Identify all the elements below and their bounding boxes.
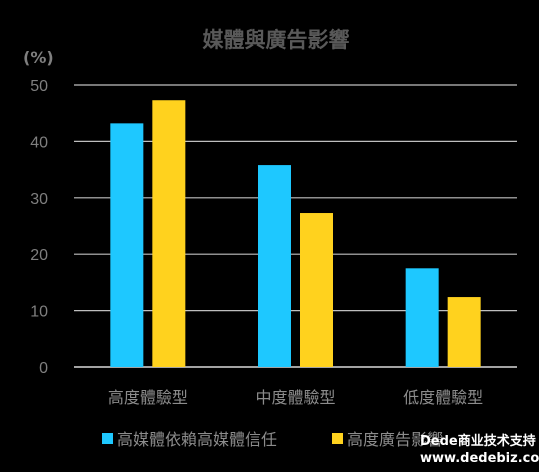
x-category-label: 高度體驗型 xyxy=(108,388,188,407)
bar-series1-0 xyxy=(110,123,144,368)
y-tick-label: 30 xyxy=(30,191,48,208)
watermark-line-1: Dede商业技术支持 xyxy=(420,433,536,449)
watermark-line-2: www.dedebiz.com xyxy=(420,451,539,466)
y-tick-label: 50 xyxy=(30,78,48,95)
y-tick-label: 20 xyxy=(30,247,48,264)
y-axis-unit-label: (%) xyxy=(23,48,54,67)
legend-swatch xyxy=(332,433,343,444)
y-tick-label: 10 xyxy=(30,304,48,321)
x-category-label: 中度體驗型 xyxy=(255,388,335,407)
y-axis-ticks: 0 10 20 30 40 50 xyxy=(30,78,48,377)
bar-series1-2 xyxy=(405,268,439,367)
legend-swatch xyxy=(102,433,113,444)
watermark: Dede商业技术支持 www.dedebiz.com xyxy=(420,433,539,466)
x-axis-categories: 高度體驗型 中度體驗型 低度體驗型 xyxy=(108,388,483,407)
bar-series1-1 xyxy=(258,165,291,367)
chart-title: 媒體與廣告影響 xyxy=(203,28,350,52)
legend-label: 高度廣告影響 xyxy=(347,430,443,449)
x-category-label: 低度體驗型 xyxy=(403,388,483,407)
bar-series2-1 xyxy=(300,213,333,367)
y-tick-label: 40 xyxy=(30,134,48,151)
bar-series2-2 xyxy=(447,297,481,367)
bars xyxy=(110,100,481,368)
bar-series2-0 xyxy=(152,100,186,367)
y-tick-label: 0 xyxy=(39,360,48,377)
legend-label: 高媒體依賴高媒體信任 xyxy=(117,430,277,449)
gridlines xyxy=(74,84,517,368)
legend: 高媒體依賴高媒體信任 高度廣告影響 xyxy=(102,430,443,449)
